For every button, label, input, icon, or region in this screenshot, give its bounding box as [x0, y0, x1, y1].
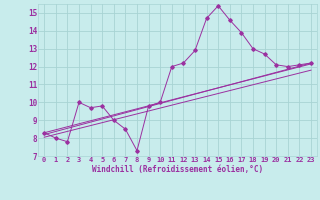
X-axis label: Windchill (Refroidissement éolien,°C): Windchill (Refroidissement éolien,°C) — [92, 165, 263, 174]
